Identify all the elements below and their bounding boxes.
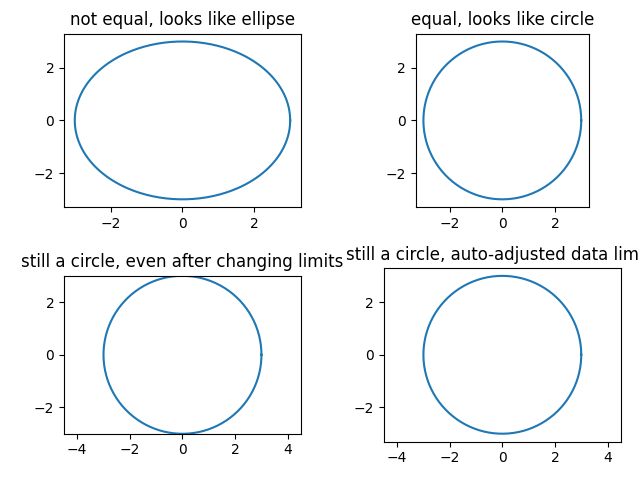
Title: still a circle, auto-adjusted data limits: still a circle, auto-adjusted data limit… [346, 246, 640, 264]
Title: not equal, looks like ellipse: not equal, looks like ellipse [70, 11, 295, 29]
Title: equal, looks like circle: equal, looks like circle [411, 11, 594, 29]
Title: still a circle, even after changing limits: still a circle, even after changing limi… [21, 253, 344, 272]
